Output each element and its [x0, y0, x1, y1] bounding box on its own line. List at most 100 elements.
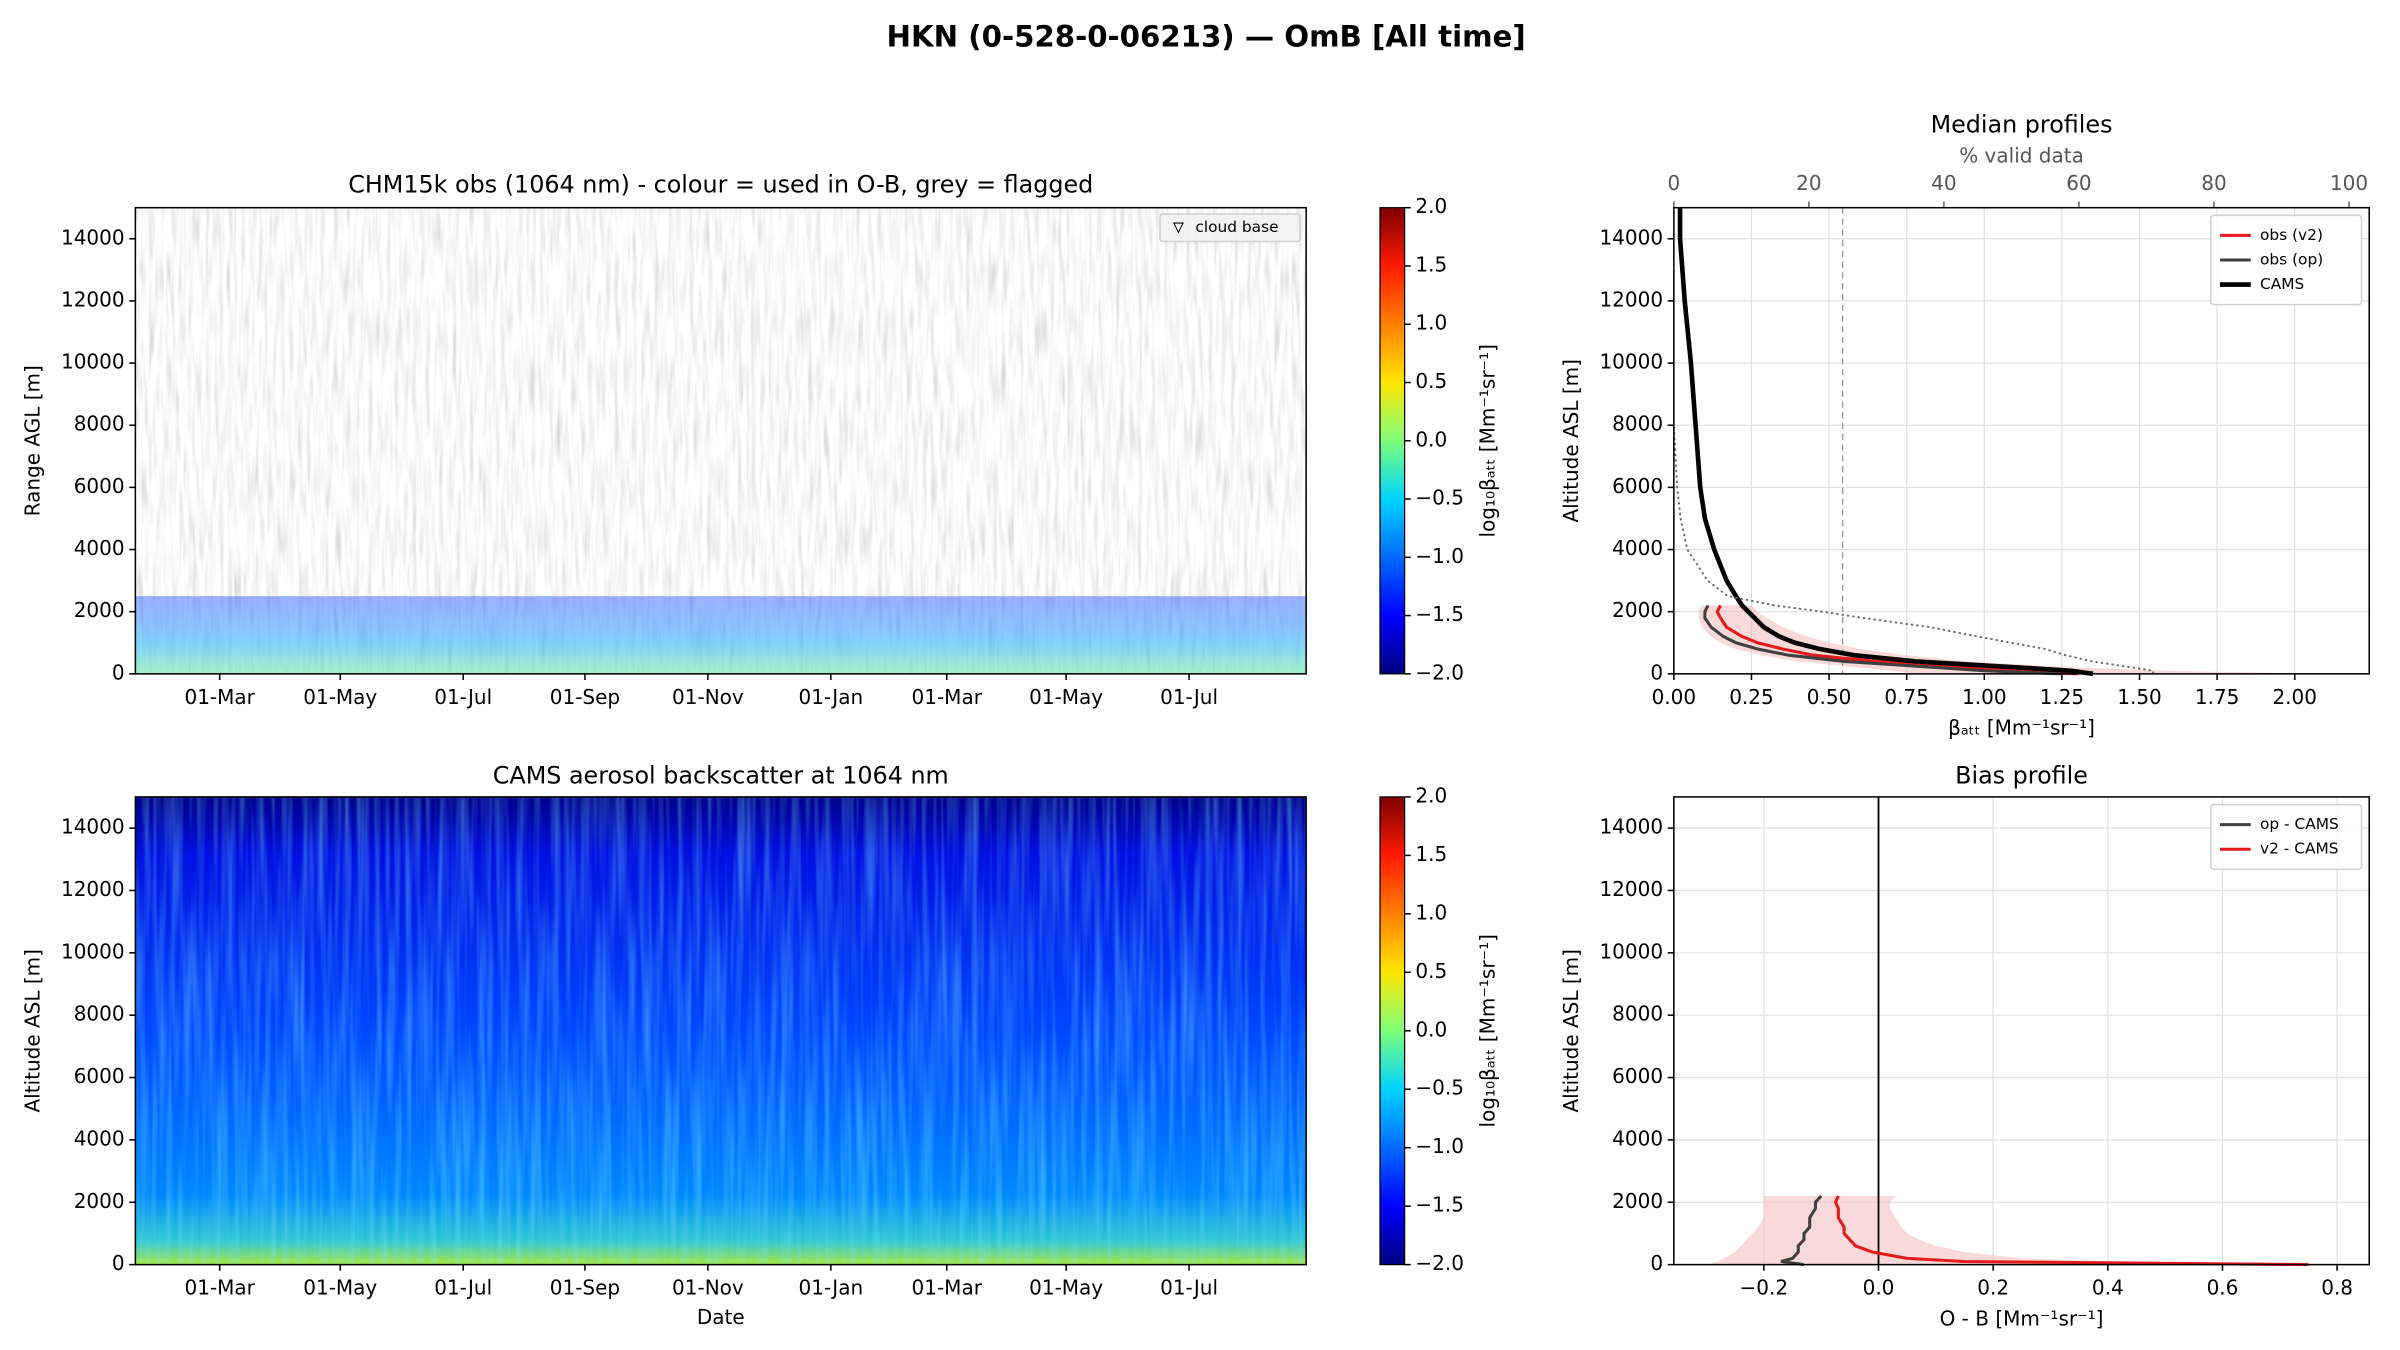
chart-title: Bias profile [1955, 761, 2088, 789]
heatmap-image [135, 796, 1307, 1265]
colorbar-tick-label: 1.5 [1415, 252, 1447, 276]
x-axis-label: O - B [Mm⁻¹sr⁻¹] [1940, 1307, 2104, 1331]
y-tick-label: 0 [1650, 660, 1663, 684]
x-tick-label: 0.2 [1977, 1276, 2009, 1300]
y-tick-label: 2000 [74, 1189, 125, 1213]
y-axis-label: Range AGL [m] [20, 365, 44, 516]
x-tick-label: 01-May [1029, 1276, 1103, 1300]
series-line [1677, 207, 2094, 677]
x-tick-label: 1.25 [2040, 685, 2085, 709]
spread-band [1706, 1196, 2338, 1265]
plot-frame [134, 206, 1307, 675]
y-tick-label: 10000 [61, 350, 125, 374]
y-tick-label: 2000 [1612, 598, 1663, 622]
x2-tick-label: 100 [2330, 171, 2368, 195]
x-tick-label: 0.50 [1807, 685, 1852, 709]
chart-title: CAMS aerosol backscatter at 1064 nm [493, 761, 949, 789]
y-tick-label: 10000 [1599, 939, 1663, 963]
heatmap-image [135, 207, 1307, 674]
y-axis-label: Altitude ASL [m] [1559, 949, 1583, 1112]
y-axis-label: Altitude ASL [m] [20, 949, 44, 1112]
legend-label: CAMS [2260, 275, 2304, 293]
legend-box [2210, 214, 2363, 306]
legend-label: v2 - CAMS [2260, 840, 2338, 858]
legend-label: cloud base [1195, 218, 1278, 236]
colorbar-tick-label: −0.5 [1415, 486, 1464, 510]
x-tick-label: 01-Jan [799, 1276, 864, 1300]
y-tick-label: 8000 [1612, 1002, 1663, 1026]
y-tick-label: 12000 [61, 877, 125, 901]
x-tick-label: 01-May [303, 685, 377, 709]
series-line [1703, 604, 2062, 676]
y-tick-label: 10000 [61, 939, 125, 963]
x-tick-label: 01-Sep [550, 1276, 620, 1300]
x-tick-label: 01-Nov [672, 685, 744, 709]
y-tick-label: 14000 [1599, 225, 1663, 249]
colorbar-label: log₁₀βₐₜₜ [Mm⁻¹sr⁻¹] [1476, 934, 1500, 1127]
colorbar-tick-label: −1.5 [1415, 1193, 1464, 1217]
legend-label: obs (v2) [2260, 226, 2323, 244]
y-tick-label: 2000 [1612, 1189, 1663, 1213]
legend-label: op - CAMS [2260, 815, 2339, 833]
colorbar-tick-label: −0.5 [1415, 1076, 1464, 1100]
colorbar-tick-label: −1.0 [1415, 544, 1464, 568]
x-tick-label: 01-Nov [672, 1276, 744, 1300]
x-tick-label: 0.25 [1729, 685, 1774, 709]
y-tick-label: 12000 [1599, 877, 1663, 901]
colorbar-tick-label: −2.0 [1415, 1251, 1464, 1275]
y-tick-label: 10000 [1599, 350, 1663, 374]
x-tick-label: 0.4 [2092, 1276, 2124, 1300]
y-tick-label: 6000 [74, 474, 125, 498]
series-line [1780, 1194, 1823, 1267]
x-tick-label: 0.75 [1884, 685, 1929, 709]
colorbar-tick-label: 1.0 [1415, 311, 1447, 335]
x-tick-label: 1.00 [1962, 685, 2007, 709]
x-tick-label: 01-Mar [184, 1276, 255, 1300]
legend-label: obs (op) [2260, 251, 2323, 269]
x-tick-label: 0.00 [1652, 685, 1697, 709]
y-tick-label: 2000 [74, 598, 125, 622]
y-tick-label: 6000 [1612, 474, 1663, 498]
x-tick-label: 0.0 [1863, 1276, 1895, 1300]
colorbar-label: log₁₀βₐₜₜ [Mm⁻¹sr⁻¹] [1476, 344, 1500, 537]
x-tick-label: 01-Mar [912, 1276, 983, 1300]
x-tick-label: 01-Jul [1160, 685, 1218, 709]
x2-tick-label: 0 [1667, 171, 1680, 195]
x-tick-label: 0.6 [2207, 1276, 2239, 1300]
x2-tick-label: 20 [1796, 171, 1821, 195]
colorbar-tick-label: 2.0 [1415, 783, 1447, 807]
x-tick-label: 01-May [1029, 685, 1103, 709]
x2-tick-label: 60 [2066, 171, 2091, 195]
chart-title: Median profiles [1931, 111, 2113, 139]
colorbar-tick-label: 2.0 [1415, 194, 1447, 218]
colorbar-tick-label: 0.0 [1415, 427, 1447, 451]
heatmap-image [135, 596, 1307, 674]
y-tick-label: 4000 [74, 536, 125, 560]
y-tick-label: 12000 [61, 287, 125, 311]
y-tick-label: 6000 [74, 1064, 125, 1088]
colorbar [1379, 207, 1406, 675]
x-tick-label: 01-Jul [434, 1276, 492, 1300]
legend-box [1159, 213, 1301, 243]
y-tick-label: 4000 [1612, 536, 1663, 560]
colorbar-tick-label: 1.5 [1415, 842, 1447, 866]
colorbar-tick-label: 0.0 [1415, 1017, 1447, 1041]
x-tick-label: −0.2 [1740, 1276, 1789, 1300]
colorbar-tick-label: 0.5 [1415, 369, 1447, 393]
plot-frame [1673, 206, 2370, 675]
x2-tick-label: 80 [2201, 171, 2226, 195]
colorbar-tick-label: 0.5 [1415, 959, 1447, 983]
plot-frame [1673, 796, 2370, 1266]
colorbar-tick-label: −1.0 [1415, 1134, 1464, 1158]
y-tick-label: 12000 [1599, 287, 1663, 311]
y-tick-label: 14000 [61, 225, 125, 249]
x-tick-label: 1.75 [2195, 685, 2240, 709]
x-tick-label: 1.50 [2117, 685, 2162, 709]
colorbar-tick-label: −1.5 [1415, 602, 1464, 626]
chart-title: CHM15k obs (1064 nm) - colour = used in … [348, 171, 1093, 199]
x-tick-label: 01-Sep [550, 685, 620, 709]
x2-tick-label: 40 [1931, 171, 1956, 195]
colorbar-tick-label: 1.0 [1415, 900, 1447, 924]
